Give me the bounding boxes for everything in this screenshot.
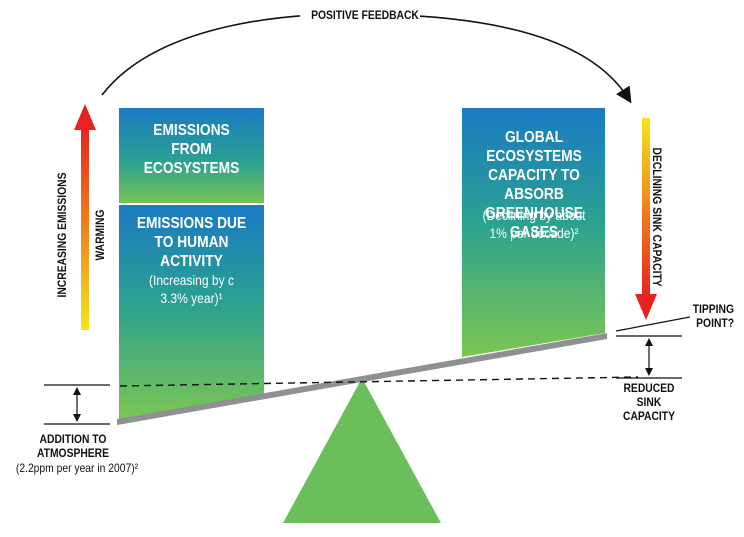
positive-feedback-label: POSITIVE FEEDBACK: [311, 8, 419, 22]
tipping-point-label: TIPPING POINT?: [692, 302, 734, 330]
declining-sink-arrowhead: [635, 294, 657, 320]
tipping-point-line: [615, 316, 691, 332]
reduced-sink-arrowhead-up: [645, 338, 653, 346]
capacity-rate-label: (Declining by about 1% per decade)²: [482, 207, 586, 241]
declining-sink-label: DECLINING SINK CAPACITY: [650, 147, 664, 287]
addition-rate-label: (2.2ppm per year in 2007)²: [15, 461, 139, 475]
fulcrum-triangle: [283, 378, 441, 523]
human-rate-label: (Increasing by c 3.3% year)¹: [148, 272, 234, 306]
declining-sink-arrow-shaft: [642, 118, 650, 296]
equilibrium-line: [119, 376, 639, 387]
warming-label: WARMING: [93, 209, 107, 261]
capacity-title-label: GLOBAL ECOSYSTEMS CAPACITY TO ABSORB GRE…: [485, 129, 583, 241]
feedback-label-bg: [300, 6, 420, 24]
reduced-sink-label: REDUCED SINK CAPACITY: [622, 381, 675, 423]
reduced-sink-arrowhead-down: [645, 368, 653, 376]
seesaw-beam: [117, 333, 607, 425]
capacity-box: [462, 108, 605, 357]
addition-label: ADDITION TO ATMOSPHERE: [36, 432, 110, 460]
feedback-arc: [101, 12, 632, 104]
increasing-emissions-arrow-shaft: [81, 128, 89, 330]
emissions-ecosystems-label: EMISSIONS FROM ECOSYSTEMS: [143, 122, 240, 177]
increasing-emissions-label: INCREASING EMISSIONS: [55, 172, 69, 298]
emissions-human-label: EMISSIONS DUE TO HUMAN ACTIVITY: [136, 215, 247, 270]
emissions-human-box: [119, 204, 264, 420]
emissions-ecosystems-box: [119, 108, 264, 204]
addition-arrowhead-up: [73, 387, 81, 395]
increasing-emissions-arrowhead: [74, 104, 96, 130]
addition-arrowhead-down: [73, 414, 81, 422]
